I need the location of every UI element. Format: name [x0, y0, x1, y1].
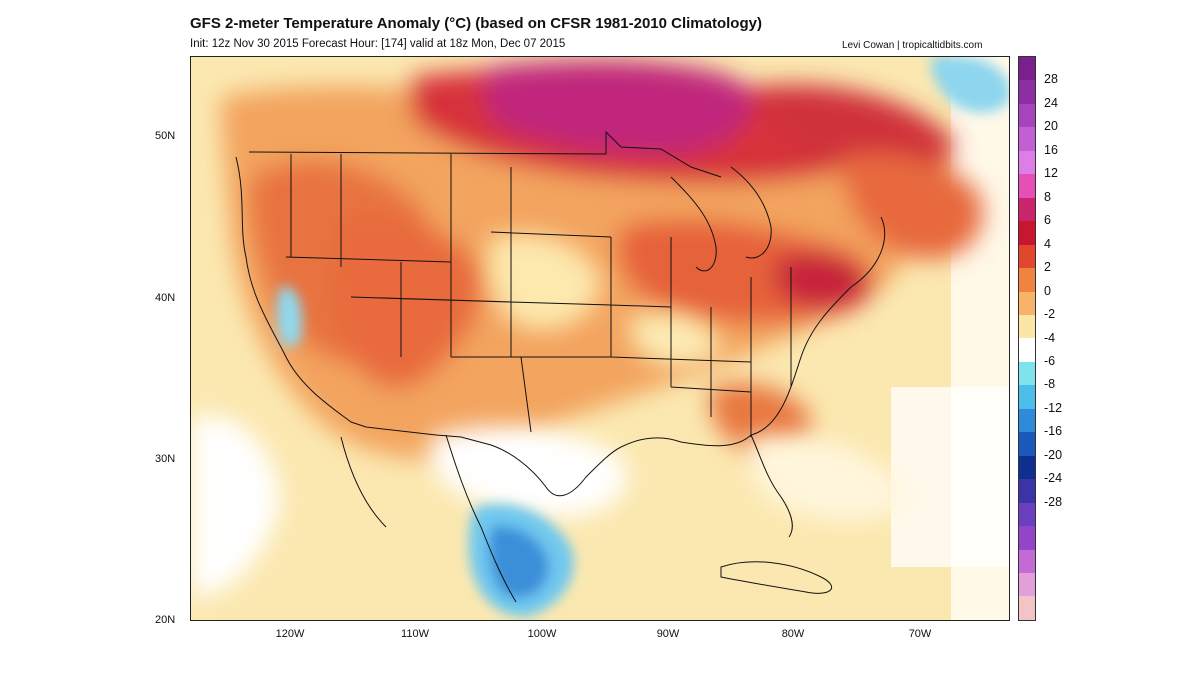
colorbar — [1018, 56, 1036, 621]
map-title: GFS 2-meter Temperature Anomaly (°C) (ba… — [190, 15, 762, 32]
colorbar-segment — [1019, 572, 1035, 597]
colorbar-segment — [1019, 479, 1035, 503]
colorbar-tick-label: 16 — [1044, 142, 1058, 157]
colorbar-tick-label: 6 — [1044, 213, 1051, 228]
colorbar-segment — [1019, 291, 1035, 315]
colorbar-tick-label: -20 — [1044, 447, 1063, 462]
cuba-outline — [720, 561, 833, 594]
lat-label-30n: 30N — [155, 453, 176, 465]
colorbar-segment — [1019, 221, 1035, 245]
colorbar-tick-label: -16 — [1044, 424, 1063, 439]
colorbar-segment — [1019, 432, 1035, 456]
colorbar-segment — [1019, 385, 1035, 409]
lon-label-90w: 90W — [656, 628, 680, 640]
lon-label-110w: 110W — [401, 628, 429, 640]
lat-label-50n: 50N — [155, 130, 176, 142]
colorbar-segment — [1019, 502, 1035, 527]
us-mexico-border-and-coast — [235, 156, 622, 497]
near-normal-field — [191, 233, 911, 597]
lat-label-20n: 20N — [155, 614, 176, 626]
colorbar-segment — [1019, 80, 1035, 104]
colorbar-segment — [1019, 103, 1035, 128]
gulf-and-atlantic-coast — [620, 216, 886, 448]
colorbar-tick-label: 12 — [1044, 166, 1058, 181]
colorbar-tick-label: -8 — [1044, 377, 1056, 392]
florida-coast — [750, 434, 793, 538]
colorbar-segment — [1019, 268, 1035, 292]
colorbar-tick-label: -4 — [1044, 330, 1056, 345]
colorbar-segment — [1019, 150, 1035, 175]
forecast-info: Init: 12z Nov 30 2015 Forecast Hour: [17… — [190, 38, 566, 50]
colorbar-segment — [1019, 244, 1035, 269]
colorbar-tick-label: -2 — [1044, 307, 1056, 322]
lon-label-120w: 120W — [275, 628, 305, 640]
colorbar-segment — [1019, 361, 1035, 386]
colorbar-segment — [1019, 526, 1035, 550]
lat-label-40n: 40N — [155, 292, 176, 304]
great-lakes-outline — [670, 166, 772, 272]
credit-text: Levi Cowan | tropicaltidbits.com — [842, 40, 983, 51]
colorbar-segment — [1019, 174, 1035, 198]
colorbar-segment — [1019, 408, 1035, 433]
colorbar-tick-label: -12 — [1044, 400, 1063, 415]
colorbar-segment — [1019, 549, 1035, 573]
cold-anomaly-field — [276, 57, 1009, 617]
lon-label-100w: 100W — [527, 628, 557, 640]
lon-label-70w: 70W — [908, 628, 932, 640]
colorbar-tick-label: 2 — [1044, 260, 1051, 275]
boundary-lines — [235, 130, 886, 603]
colorbar-segment — [1019, 57, 1035, 81]
state-borders — [285, 154, 792, 437]
map-canvas — [191, 57, 1009, 620]
colorbar-tick-label: 0 — [1044, 283, 1051, 298]
colorbar-segment — [1019, 596, 1035, 620]
colorbar-segment — [1019, 314, 1035, 339]
anomaly-map — [190, 56, 1010, 621]
colorbar-tick-label: 4 — [1044, 236, 1051, 251]
colorbar-tick-label: 20 — [1044, 119, 1058, 134]
colorbar-segment — [1019, 197, 1035, 222]
colorbar-tick-label: 24 — [1044, 95, 1058, 110]
mexico-coastline — [340, 434, 517, 603]
colorbar-tick-label: 8 — [1044, 189, 1051, 204]
colorbar-segment — [1019, 455, 1035, 480]
lon-label-80w: 80W — [781, 628, 805, 640]
colorbar-segment — [1019, 338, 1035, 362]
atlantic-white-area — [891, 387, 1009, 567]
colorbar-tick-label: -24 — [1044, 471, 1063, 486]
us-canada-border — [248, 130, 722, 178]
colorbar-tick-label: -28 — [1044, 494, 1063, 509]
colorbar-segment — [1019, 127, 1035, 151]
colorbar-tick-label: 28 — [1044, 72, 1058, 87]
colorbar-tick-label: -6 — [1044, 353, 1056, 368]
